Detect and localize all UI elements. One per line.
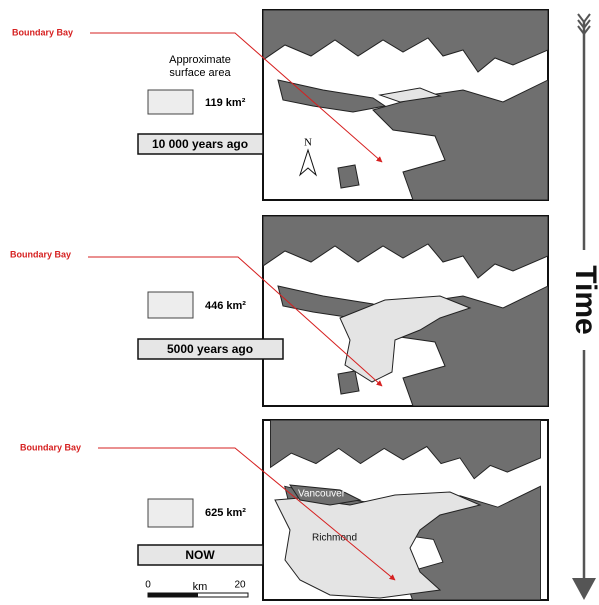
area-label: 625 km² [205, 507, 246, 519]
panel: Vancouver Richmond Boundary Bay 625 km² … [20, 420, 548, 600]
area-label: 119 km² [205, 97, 246, 109]
legend-title: Approximate [169, 54, 231, 66]
period-label: 5000 years ago [167, 342, 253, 356]
swatch [148, 499, 193, 527]
period-label: 10 000 years ago [152, 137, 248, 151]
legend-title: surface area [169, 67, 231, 79]
time-label: Time [569, 265, 599, 334]
bay-label: Boundary Bay [20, 442, 81, 452]
scale-label: km [193, 581, 208, 593]
area-label: 446 km² [205, 300, 246, 312]
north-label: N [304, 137, 312, 149]
panel: N Boundary Bay Approximate surface area … [12, 10, 548, 200]
place-label: Richmond [312, 533, 357, 544]
bay-label: Boundary Bay [12, 27, 73, 37]
scale-label: 20 [234, 580, 246, 591]
place-label: Vancouver [298, 489, 346, 500]
figure: N Boundary Bay Approximate surface area … [0, 0, 599, 605]
period-label: NOW [185, 548, 215, 562]
swatch [148, 292, 193, 318]
panel: Boundary Bay 446 km² 5000 years ago [10, 216, 548, 406]
time-arrow: Time [569, 14, 599, 600]
swatch [148, 90, 193, 114]
scale-bar [148, 593, 198, 597]
scale-label: 0 [145, 580, 151, 591]
bay-label: Boundary Bay [10, 249, 71, 259]
